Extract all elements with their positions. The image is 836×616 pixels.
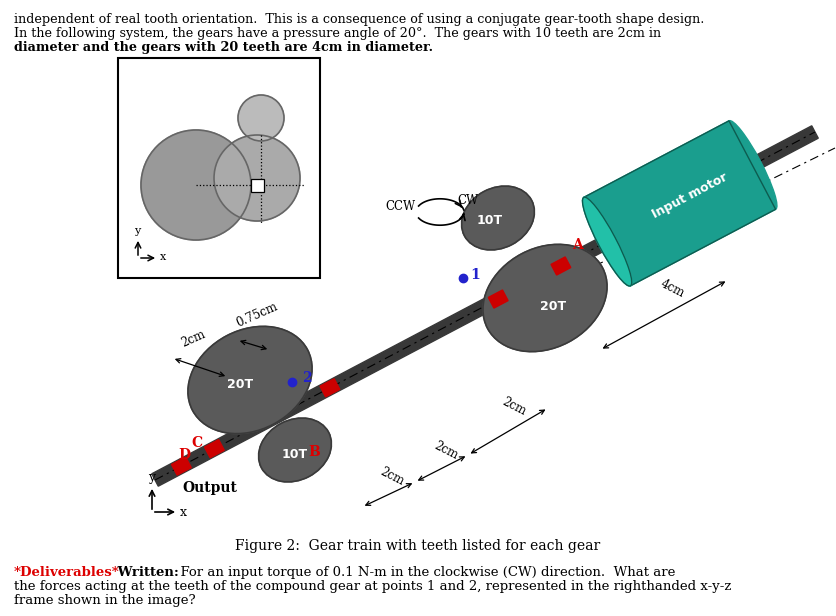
- Text: C: C: [191, 436, 202, 450]
- Text: y: y: [149, 471, 155, 484]
- Text: *Deliverables*: *Deliverables*: [14, 566, 120, 579]
- Ellipse shape: [583, 197, 632, 286]
- Text: CCW: CCW: [385, 200, 415, 214]
- Polygon shape: [205, 440, 224, 458]
- Text: 2cm: 2cm: [432, 439, 460, 462]
- Ellipse shape: [727, 121, 777, 209]
- Text: 2cm: 2cm: [378, 465, 406, 488]
- Text: Figure 2:  Gear train with teeth listed for each gear: Figure 2: Gear train with teeth listed f…: [236, 539, 600, 553]
- Text: x: x: [180, 506, 187, 519]
- Text: 10T: 10T: [477, 214, 503, 227]
- Text: A: A: [572, 238, 583, 252]
- Ellipse shape: [483, 245, 607, 352]
- Text: 2cm: 2cm: [179, 328, 207, 350]
- Text: 4cm: 4cm: [658, 277, 686, 300]
- Text: B: B: [308, 445, 319, 459]
- Text: D: D: [178, 448, 190, 462]
- Polygon shape: [551, 257, 571, 275]
- Text: 2cm: 2cm: [500, 395, 528, 418]
- Polygon shape: [171, 457, 191, 475]
- Ellipse shape: [461, 186, 534, 250]
- Text: 10T: 10T: [282, 448, 308, 461]
- Text: In the following system, the gears have a pressure angle of 20°.  The gears with: In the following system, the gears have …: [14, 27, 661, 40]
- Text: diameter and the gears with 20 teeth are 4cm in diameter.: diameter and the gears with 20 teeth are…: [14, 41, 433, 54]
- Text: Input motor: Input motor: [650, 170, 730, 221]
- Bar: [251, 179, 264, 192]
- Text: For an input torque of 0.1 N-m in the clockwise (CW) direction.  What are: For an input torque of 0.1 N-m in the cl…: [172, 566, 675, 579]
- Circle shape: [238, 95, 284, 141]
- Text: Written:: Written:: [113, 566, 179, 579]
- Text: 0.75cm: 0.75cm: [234, 300, 280, 330]
- Text: the forces acting at the teeth of the compound gear at points 1 and 2, represent: the forces acting at the teeth of the co…: [14, 580, 732, 593]
- Polygon shape: [320, 379, 339, 397]
- Text: independent of real tooth orientation.  This is a consequence of using a conjuga: independent of real tooth orientation. T…: [14, 13, 705, 26]
- Text: 20T: 20T: [540, 299, 566, 312]
- Circle shape: [214, 135, 300, 221]
- Text: 1: 1: [470, 268, 480, 282]
- Circle shape: [141, 130, 251, 240]
- Ellipse shape: [258, 418, 331, 482]
- Bar: [118, 58, 320, 278]
- Text: 2: 2: [302, 371, 312, 385]
- Text: x: x: [160, 252, 166, 262]
- Text: CW: CW: [457, 193, 478, 206]
- Polygon shape: [584, 121, 776, 286]
- Polygon shape: [152, 126, 818, 486]
- Text: y: y: [134, 226, 140, 236]
- Polygon shape: [488, 290, 508, 308]
- Text: 20T: 20T: [227, 378, 253, 392]
- Text: Output: Output: [182, 481, 237, 495]
- Text: frame shown in the image?: frame shown in the image?: [14, 594, 196, 607]
- Ellipse shape: [188, 326, 312, 434]
